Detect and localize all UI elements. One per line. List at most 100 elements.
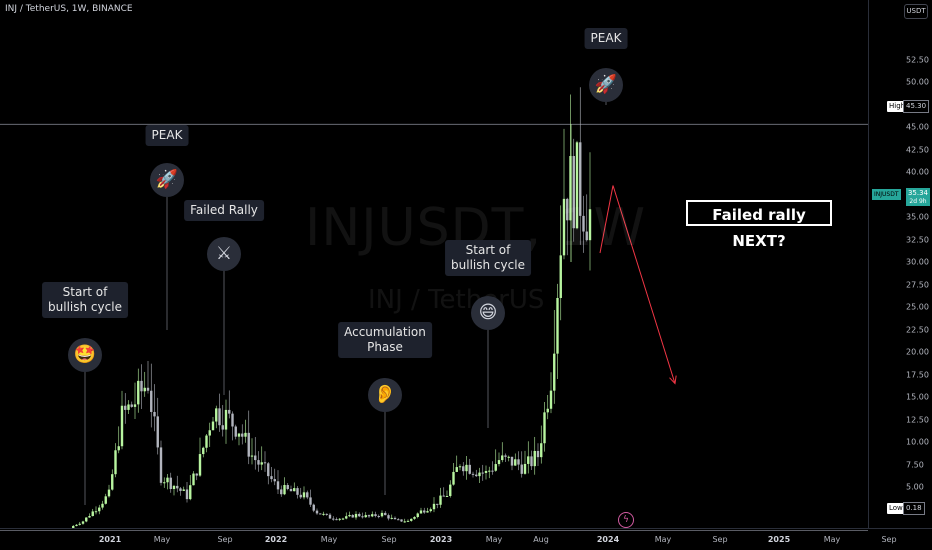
candle-body — [488, 470, 491, 472]
candle-body — [400, 519, 403, 522]
candle-body — [393, 517, 397, 520]
smiling-emoji: 😄 — [471, 296, 505, 330]
price-tick: 7.50 — [906, 460, 924, 469]
pair-price-tag: INJUSDT — [872, 189, 901, 200]
candle-body — [520, 464, 523, 474]
candle-body — [364, 515, 367, 518]
candle-body — [410, 518, 413, 521]
candle-body — [208, 430, 211, 436]
candle-body — [231, 413, 234, 427]
candle-body — [91, 511, 94, 517]
price-tick: 17.50 — [906, 370, 929, 379]
candle-body — [491, 470, 494, 472]
price-axis[interactable] — [868, 0, 932, 528]
candle-body — [582, 215, 585, 232]
candle-body — [397, 519, 400, 521]
candle-body — [374, 514, 377, 517]
candle-body — [562, 198, 566, 256]
candle-body — [549, 390, 553, 409]
currency-badge[interactable]: USDT — [904, 4, 928, 19]
time-tick: May — [153, 535, 171, 544]
price-tick: 15.00 — [906, 392, 929, 402]
price-tick: 27.50 — [906, 280, 929, 289]
time-tick: May — [320, 535, 338, 544]
candle-body — [81, 521, 85, 524]
candle-body — [497, 460, 501, 465]
symbol-info[interactable]: INJ / TetherUS, 1W, BINANCE — [5, 4, 133, 14]
candle-body — [250, 455, 254, 457]
time-axis[interactable] — [0, 528, 932, 550]
candle-body — [416, 513, 419, 518]
candle-body — [267, 463, 270, 477]
candle-body — [247, 432, 250, 457]
candle-body — [241, 433, 244, 437]
candle-body — [260, 462, 263, 465]
candle-body — [85, 517, 88, 522]
candle-body — [384, 512, 387, 516]
candle-body — [114, 450, 117, 475]
candle-body — [546, 408, 549, 413]
candle-body — [289, 489, 293, 492]
candle-body — [257, 460, 260, 465]
candle-body — [179, 488, 182, 491]
high-value: 45.30 — [903, 100, 930, 113]
lightning-icon[interactable]: ϟ — [618, 512, 634, 528]
current-price-label: 35.34 2d 9h — [906, 188, 930, 206]
candle-body — [553, 353, 556, 391]
candle-body — [419, 510, 423, 514]
candle-body — [413, 517, 416, 519]
candle-body — [296, 488, 299, 495]
time-tick: Sep — [217, 535, 233, 544]
star-struck-emoji: 🤩 — [68, 338, 102, 372]
annotation-label: Start of bullish cycle — [445, 240, 531, 276]
candle-body — [137, 380, 140, 405]
annotation-label: PEAK — [145, 125, 189, 146]
candle-body — [371, 514, 374, 517]
annotation-label: Failed Rally — [184, 200, 264, 221]
candle-body — [237, 433, 241, 437]
candle-body — [569, 156, 572, 221]
candle-body — [572, 156, 575, 229]
current-price-value: 35.34 — [907, 189, 929, 197]
candle-body — [127, 404, 130, 410]
candle-body — [484, 470, 488, 473]
time-tick: 2024 — [596, 535, 620, 544]
candle-body — [143, 387, 146, 392]
candle-body — [273, 479, 276, 482]
candle-body — [198, 454, 202, 476]
candle-body — [530, 456, 533, 467]
candle-body — [169, 477, 172, 489]
candle-body — [234, 426, 237, 437]
price-tick: 32.50 — [906, 235, 929, 244]
price-tick: 45.00 — [906, 122, 929, 132]
time-tick: May — [823, 535, 841, 544]
candle-body — [377, 516, 380, 518]
price-tick: 40.00 — [906, 167, 929, 177]
candle-body — [540, 443, 543, 458]
candle-body — [432, 503, 436, 510]
candle-body — [315, 510, 319, 514]
price-tick: 25.00 — [906, 302, 929, 312]
price-tick: 12.50 — [906, 415, 929, 424]
candle-body — [559, 255, 562, 298]
candle-body — [72, 525, 75, 529]
candle-body — [172, 485, 176, 489]
candle-body — [185, 489, 189, 500]
candle-body — [579, 142, 582, 216]
candle-body — [270, 476, 273, 480]
candle-body — [403, 521, 406, 523]
time-tick: 2022 — [264, 535, 288, 544]
candle-body — [361, 516, 364, 518]
candle-body — [481, 472, 484, 474]
candle-body — [280, 489, 283, 495]
candle-body — [312, 504, 315, 511]
candle-body — [192, 473, 195, 486]
ear-emoji: 👂 — [368, 378, 402, 412]
candle-body — [107, 489, 111, 497]
crossed-swords-emoji: ⚔ — [207, 237, 241, 271]
candle-body — [117, 446, 120, 451]
candle-body — [345, 516, 348, 519]
candle-body — [130, 404, 133, 407]
